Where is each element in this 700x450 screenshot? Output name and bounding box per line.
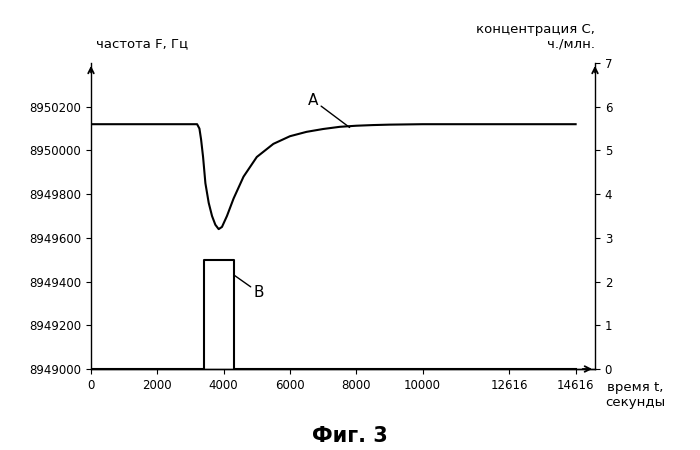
Text: время t,
секунды: время t, секунды <box>605 381 665 409</box>
Text: B: B <box>234 275 264 300</box>
Text: концентрация C,
ч./млн.: концентрация C, ч./млн. <box>476 23 595 51</box>
Text: частота F, Гц: частота F, Гц <box>96 38 188 51</box>
Text: A: A <box>308 93 349 127</box>
Text: Фиг. 3: Фиг. 3 <box>312 426 388 446</box>
